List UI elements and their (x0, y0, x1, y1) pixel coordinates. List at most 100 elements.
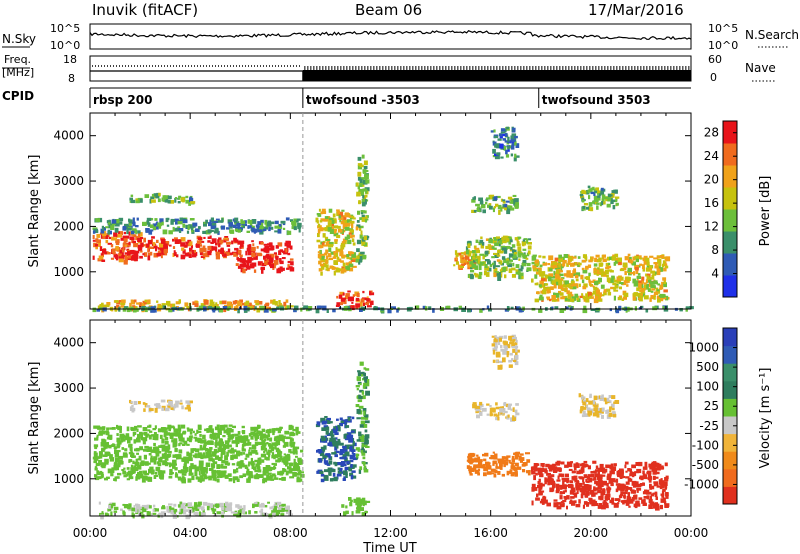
heatmap-cell (155, 405, 161, 409)
heatmap-cell (349, 501, 353, 507)
heatmap-cell (606, 203, 611, 208)
heatmap-cell (184, 456, 190, 462)
heatmap-cell (226, 451, 229, 457)
heatmap-cell (339, 251, 344, 257)
heatmap-cell (467, 243, 471, 249)
heatmap-cell (474, 265, 479, 270)
heatmap-cell (285, 506, 290, 510)
heatmap-cell (609, 256, 612, 260)
heatmap-cell (558, 263, 561, 268)
heatmap-cell (493, 455, 498, 460)
heatmap-cell (177, 476, 181, 479)
heatmap-cell (148, 453, 152, 456)
heatmap-cell (494, 155, 500, 160)
heatmap-cell (261, 433, 266, 439)
heatmap-cell (112, 251, 116, 255)
heatmap-cell (503, 345, 508, 348)
heatmap-cell (557, 284, 563, 289)
heatmap-cell (612, 277, 616, 281)
heatmap-cell (541, 500, 545, 505)
heatmap-cell (627, 267, 632, 273)
heatmap-cell (317, 228, 321, 234)
heatmap-cell (639, 263, 643, 266)
heatmap-cell (221, 470, 225, 475)
heatmap-cell (581, 267, 585, 271)
heatmap-cell (270, 506, 276, 509)
heatmap-cell (161, 438, 164, 444)
heatmap-cell (130, 199, 136, 204)
heatmap-cell (512, 199, 516, 204)
heatmap-cell (616, 257, 619, 261)
heatmap-cell (486, 403, 490, 406)
heatmap-cell (562, 288, 567, 292)
heatmap-cell (243, 505, 246, 510)
heatmap-cell (613, 412, 616, 418)
heatmap-cell (101, 447, 106, 451)
heatmap-cell (642, 466, 648, 470)
heatmap-cell (365, 500, 371, 503)
heatmap-cell (495, 195, 501, 199)
heatmap-cell (278, 267, 283, 272)
heatmap-cell (274, 436, 279, 439)
heatmap-cell (606, 487, 611, 491)
heatmap-cell (554, 263, 558, 268)
heatmap-cell (102, 227, 105, 231)
heatmap-cell (254, 436, 258, 441)
heatmap-cell (233, 455, 236, 459)
heatmap-cell (164, 441, 169, 445)
heatmap-cell (107, 242, 112, 245)
heatmap-cell (212, 511, 215, 514)
heatmap-cell (197, 437, 202, 441)
heatmap-cell (175, 301, 180, 305)
heatmap-cell (559, 469, 562, 473)
heatmap-cell (334, 432, 339, 435)
heatmap-cell (194, 471, 197, 475)
heatmap-cell (585, 486, 590, 491)
heatmap-cell (494, 242, 499, 247)
heatmap-cell (259, 510, 263, 513)
heatmap-cell (218, 237, 222, 241)
heatmap-cell (279, 455, 283, 461)
heatmap-cell (542, 262, 546, 266)
heatmap-cell (611, 502, 615, 505)
heatmap-cell (364, 417, 369, 420)
heatmap-cell (637, 292, 642, 297)
heatmap-cell (242, 473, 247, 477)
heatmap-cell (346, 432, 352, 436)
heatmap-cell (281, 503, 286, 507)
heatmap-cell (623, 499, 629, 504)
heatmap-cell (501, 456, 506, 460)
heatmap-cell (387, 308, 392, 314)
heatmap-cell (328, 247, 332, 252)
heatmap-cell (567, 305, 572, 308)
heatmap-cell (363, 165, 368, 170)
heatmap-cell (612, 205, 616, 210)
heatmap-cell (428, 306, 432, 310)
heatmap-cell (611, 407, 615, 411)
heatmap-cell (278, 507, 284, 513)
heatmap-cell (610, 200, 614, 205)
heatmap-cell (102, 234, 107, 240)
heatmap-cell (263, 243, 268, 246)
heatmap-cell (649, 495, 652, 501)
heatmap-cell (584, 463, 588, 468)
heatmap-cell (509, 352, 513, 356)
heatmap-cell (324, 461, 328, 465)
heatmap-cell (572, 280, 575, 284)
heatmap-cell (610, 483, 614, 487)
heatmap-cell (293, 462, 297, 467)
heatmap-cell (516, 243, 521, 247)
heatmap-cell (334, 454, 338, 458)
heatmap-cell (585, 405, 589, 408)
heatmap-cell (336, 248, 341, 252)
heatmap-cell (587, 264, 592, 268)
heatmap-cell (327, 253, 332, 256)
heatmap-cell (546, 472, 551, 476)
heatmap-cell (543, 287, 548, 291)
heatmap-cell (202, 434, 206, 440)
heatmap-cell (218, 472, 222, 477)
heatmap-cell (639, 289, 645, 293)
heatmap-cell (615, 202, 619, 206)
heatmap-cell (336, 234, 341, 239)
heatmap-cell (348, 232, 352, 235)
